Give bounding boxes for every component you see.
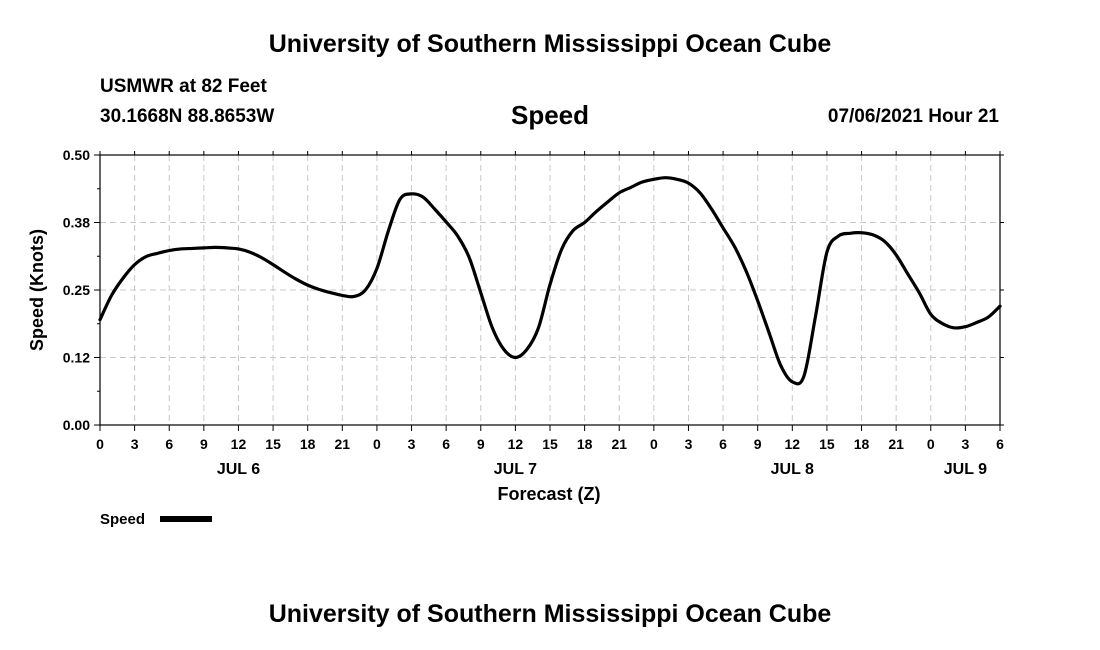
- x-tick-label: 9: [754, 436, 762, 452]
- y-tick-label: 0.50: [63, 147, 90, 163]
- x-tick-label: 12: [508, 436, 524, 452]
- x-tick-label: 15: [819, 436, 835, 452]
- gridlines: [100, 155, 1000, 425]
- plot-frame: [99, 154, 1001, 426]
- forecast-timestamp: 07/06/2021 Hour 21: [827, 106, 999, 127]
- y-tick-label: 0.38: [63, 215, 90, 231]
- x-tick-label: 18: [577, 436, 593, 452]
- x-tick-label: 21: [335, 436, 351, 452]
- x-tick-label: 0: [373, 436, 381, 452]
- top-title: University of Southern Mississippi Ocean…: [268, 30, 832, 58]
- chart-title: Speed: [510, 100, 590, 130]
- x-tick-label: 15: [542, 436, 558, 452]
- bottom-title: University of Southern Mississippi Ocean…: [268, 600, 832, 628]
- legend-swatch: [160, 516, 212, 522]
- legend: Speed: [100, 511, 212, 528]
- legend-label: Speed: [100, 511, 145, 528]
- x-tick-label: 0: [96, 436, 104, 452]
- x-tick-label: 6: [165, 436, 173, 452]
- day-label: JUL 9: [944, 461, 987, 478]
- x-tick-label: 18: [300, 436, 316, 452]
- day-labels: JUL 6 JUL 7 JUL 8 JUL 9: [217, 461, 987, 478]
- x-tick-label: 9: [477, 436, 485, 452]
- x-tick-label: 12: [231, 436, 247, 452]
- y-tick-label: 0.25: [63, 282, 90, 298]
- x-tick-label: 21: [888, 436, 904, 452]
- day-label: JUL 6: [217, 461, 260, 478]
- x-tick-label: 6: [719, 436, 727, 452]
- x-tick-label: 3: [131, 436, 139, 452]
- x-tick-label: 6: [996, 436, 1004, 452]
- axis-ticks: [94, 151, 1004, 431]
- speed-series-line: [98, 176, 1002, 386]
- y-tick-label: 0.12: [63, 350, 90, 366]
- station-coordinates: 30.1668N 88.8653W: [100, 106, 275, 127]
- day-label: JUL 8: [771, 461, 814, 478]
- x-tick-labels: 0 3 6 9 12 15 18 21 0 3 6 9 12 15 18 21 0 3 6 9 12 15 18 21 0 3 6: [96, 436, 1004, 452]
- x-tick-label: 21: [611, 436, 627, 452]
- x-tick-label: 18: [854, 436, 870, 452]
- y-axis-label: Speed (Knots): [27, 229, 47, 351]
- x-tick-label: 12: [785, 436, 801, 452]
- x-tick-label: 3: [408, 436, 416, 452]
- x-tick-label: 3: [961, 436, 969, 452]
- x-tick-label: 15: [265, 436, 281, 452]
- y-tick-labels: 0.00 0.12 0.25 0.38 0.50: [63, 147, 90, 433]
- x-tick-label: 3: [685, 436, 693, 452]
- x-tick-label: 9: [200, 436, 208, 452]
- day-label: JUL 7: [494, 461, 537, 478]
- x-tick-label: 0: [927, 436, 935, 452]
- y-tick-label: 0.00: [63, 417, 90, 433]
- x-tick-label: 0: [650, 436, 658, 452]
- station-label: USMWR at 82 Feet: [100, 76, 267, 97]
- x-axis-label: Forecast (Z): [497, 484, 600, 504]
- x-tick-label: 6: [442, 436, 450, 452]
